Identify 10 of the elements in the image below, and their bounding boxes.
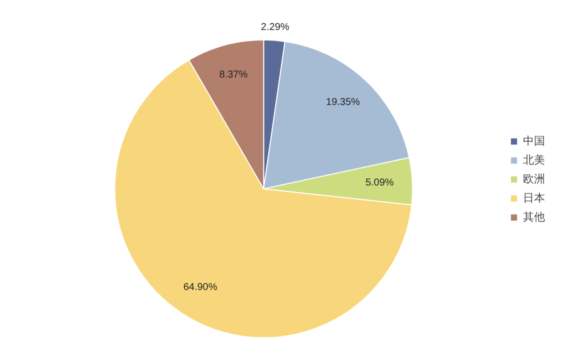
legend-label: 中国	[523, 134, 545, 148]
legend-label: 日本	[523, 191, 545, 205]
data-label: 2.29%	[260, 22, 290, 34]
legend-label: 北美	[523, 153, 545, 167]
data-label: 64.90%	[183, 282, 218, 294]
data-label: 5.09%	[365, 177, 394, 188]
legend-label: 欧洲	[523, 172, 545, 186]
data-label: 19.35%	[326, 97, 360, 108]
legend-label: 其他	[523, 210, 545, 224]
data-label: 8.37%	[219, 70, 248, 80]
